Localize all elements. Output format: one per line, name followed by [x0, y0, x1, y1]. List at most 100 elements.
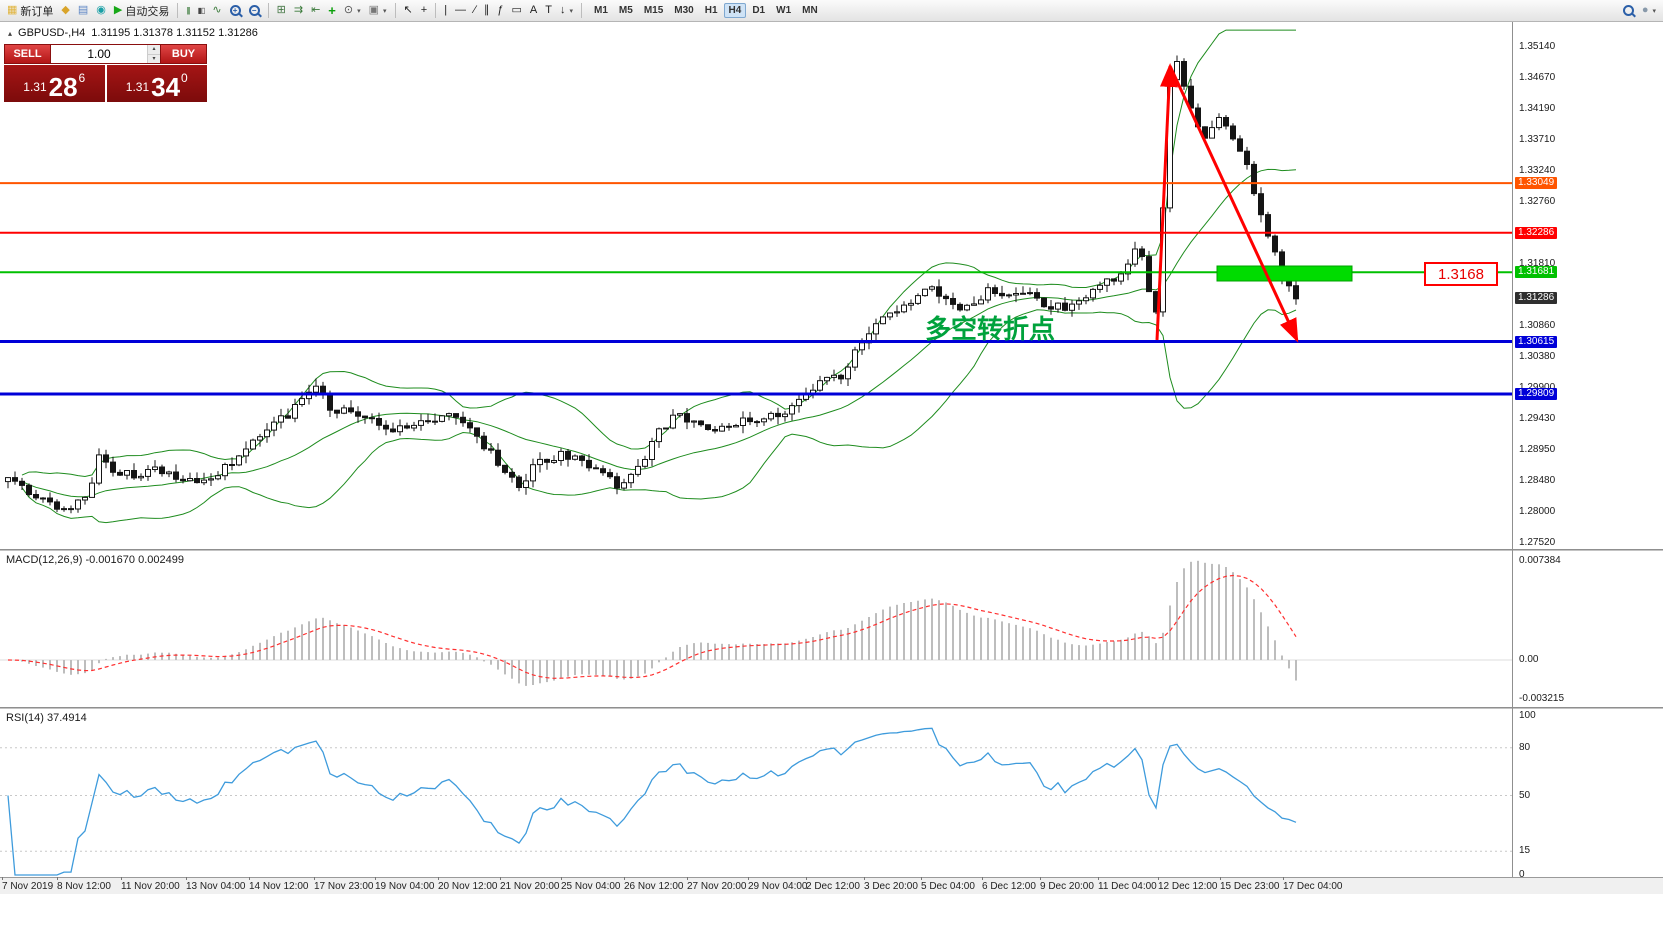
- chart-window-icon-glyph: ▤: [77, 4, 89, 16]
- panel-splitter-macd[interactable]: [0, 549, 1663, 551]
- templates-icon-glyph: ▣: [368, 4, 380, 16]
- macd-tick: 0.007384: [1519, 555, 1561, 566]
- horizontal-line-icon[interactable]: —: [452, 2, 469, 20]
- timeframe-toolbar: M1 M5 M15 M30 H1 H4 D1 W1 MN: [589, 3, 823, 18]
- dropdown-caret-icon: ▾: [1652, 7, 1656, 15]
- search-icon-glyph: [1622, 5, 1634, 16]
- time-axis[interactable]: 7 Nov 2019 8 Nov 12:00 11 Nov 20:00 13 Nov …: [0, 877, 1663, 894]
- volume-spinner: ▴ ▾: [147, 45, 160, 63]
- channel-icon[interactable]: ∥: [481, 2, 493, 20]
- zoom-in-button[interactable]: +: [227, 2, 244, 20]
- zoom-out-button[interactable]: −: [246, 2, 263, 20]
- volume-input[interactable]: [51, 45, 147, 63]
- time-label: 7 Nov 2019: [2, 877, 54, 892]
- timeframe-w1-button[interactable]: W1: [776, 5, 792, 16]
- sell-price-button[interactable]: 1.31 28 6: [4, 65, 105, 102]
- bid-price-label: 1.31286: [1515, 292, 1558, 304]
- label-icon[interactable]: T: [542, 2, 555, 20]
- buy-button[interactable]: BUY: [160, 44, 207, 64]
- indicators-icon[interactable]: +: [325, 2, 339, 20]
- vertical-line-icon-glyph: |: [444, 4, 448, 16]
- scale-divider[interactable]: [1512, 22, 1513, 877]
- rsi-scale[interactable]: 100 80 50 15 0: [1513, 709, 1663, 880]
- timeframe-m15-button[interactable]: M15: [643, 5, 664, 16]
- time-label: 12 Dec 12:00: [1158, 877, 1218, 892]
- line-chart-icon[interactable]: ∿: [209, 2, 224, 20]
- templates-icon[interactable]: ▣ ▾: [366, 2, 390, 20]
- time-label: 17 Nov 23:00: [314, 877, 374, 892]
- fibonacci-icon-glyph: ƒ: [497, 4, 504, 16]
- time-label: 25 Nov 04:00: [561, 877, 621, 892]
- price-tick: 1.32760: [1519, 196, 1556, 207]
- price-chart-canvas[interactable]: 多空转折点: [0, 22, 1512, 549]
- bar-chart-icon-glyph: |||: [186, 5, 190, 15]
- price-tick: 1.30860: [1519, 320, 1556, 331]
- line-chart-icon-glyph: ∿: [212, 4, 222, 16]
- bar-chart-icon[interactable]: |||: [183, 2, 192, 20]
- buy-price-button[interactable]: 1.31 34 0: [106, 65, 207, 102]
- auto-scroll-icon[interactable]: ⇉: [291, 2, 306, 20]
- time-label: 26 Nov 12:00: [624, 877, 684, 892]
- refresh-icon[interactable]: ◉: [93, 2, 109, 20]
- rsi-canvas[interactable]: [0, 709, 1512, 877]
- price-tick: 1.29900: [1519, 382, 1555, 394]
- price-scale[interactable]: 1.35140 1.34670 1.34190 1.33710 1.33240 1.327…: [1513, 22, 1663, 549]
- macd-scale[interactable]: 0.007384 0.00 -0.003215: [1513, 551, 1663, 707]
- collapse-panel-icon[interactable]: ▴: [8, 28, 13, 38]
- rsi-tick: 0: [1519, 869, 1525, 880]
- fibonacci-icon[interactable]: ƒ: [494, 2, 506, 20]
- price-callout-label[interactable]: 1.3168: [1424, 262, 1498, 286]
- vertical-line-icon[interactable]: |: [441, 2, 450, 20]
- time-label: 21 Nov 20:00: [500, 877, 560, 892]
- autotrading-button-label: 自动交易: [125, 5, 170, 18]
- candlestick-chart-icon[interactable]: ▮▯: [195, 2, 208, 20]
- time-label: 9 Dec 20:00: [1040, 877, 1094, 892]
- time-label: 2 Dec 12:00: [806, 877, 860, 892]
- volume-field: ▴ ▾: [51, 44, 160, 64]
- new-order-button[interactable]: ▦ 新订单: [4, 2, 56, 20]
- macd-canvas[interactable]: [0, 551, 1512, 707]
- text-icon[interactable]: A: [527, 2, 540, 20]
- panel-splitter-rsi[interactable]: [0, 707, 1663, 709]
- time-label: 6 Dec 12:00: [982, 877, 1036, 892]
- order-box-icon[interactable]: ◆: [58, 2, 72, 20]
- volume-down-button[interactable]: ▾: [148, 54, 160, 63]
- toolbar-separator: [267, 3, 269, 18]
- shapes-icon[interactable]: ▭: [509, 2, 525, 20]
- volume-up-button[interactable]: ▴: [148, 45, 160, 55]
- toolbar-separator: [177, 3, 179, 18]
- community-icon-glyph: ●: [1641, 4, 1649, 16]
- hline-price-label: 1.31681: [1515, 266, 1558, 278]
- crosshair-icon[interactable]: +: [418, 2, 430, 20]
- dropdown-caret-icon: ▾: [383, 7, 387, 15]
- dropdown-caret-icon: ▾: [569, 7, 574, 15]
- tile-windows-icon[interactable]: ⊞: [274, 2, 289, 20]
- chart-shift-icon[interactable]: ⇤: [308, 2, 323, 20]
- timeframe-d1-button[interactable]: D1: [752, 5, 766, 16]
- time-label: 17 Dec 04:00: [1283, 877, 1343, 892]
- symbol-period-label: GBPUSD-,H4: [18, 27, 86, 39]
- timeframe-m5-button[interactable]: M5: [618, 5, 633, 16]
- rsi-tick: 15: [1519, 845, 1531, 856]
- autotrading-button[interactable]: ▶ 自动交易: [111, 2, 172, 20]
- crosshair-icon-glyph: +: [420, 4, 428, 16]
- cursor-icon[interactable]: ↖: [401, 2, 416, 20]
- community-icon[interactable]: ● ▾: [1639, 2, 1659, 20]
- time-label: 3 Dec 20:00: [864, 877, 918, 892]
- timeframe-m1-button[interactable]: M1: [594, 5, 608, 16]
- arrows-icon[interactable]: ↓ ▾: [557, 2, 576, 20]
- chart-window-icon[interactable]: ▤: [75, 2, 91, 20]
- periods-icon-glyph: ⊙: [343, 4, 354, 16]
- timeframe-mn-button[interactable]: MN: [802, 5, 818, 16]
- timeframe-h4-button[interactable]: H4: [723, 3, 747, 18]
- timeframe-h1-button[interactable]: H1: [704, 5, 718, 16]
- time-label: 27 Nov 20:00: [687, 877, 747, 892]
- periods-icon[interactable]: ⊙ ▾: [341, 2, 364, 20]
- dropdown-caret-icon: ▾: [357, 7, 361, 15]
- search-icon[interactable]: [1620, 2, 1637, 20]
- sell-button[interactable]: SELL: [4, 44, 51, 64]
- zoom-out-glyph: −: [248, 5, 260, 16]
- timeframe-m30-button[interactable]: M30: [674, 5, 694, 16]
- trendline-icon[interactable]: ∕: [471, 2, 479, 20]
